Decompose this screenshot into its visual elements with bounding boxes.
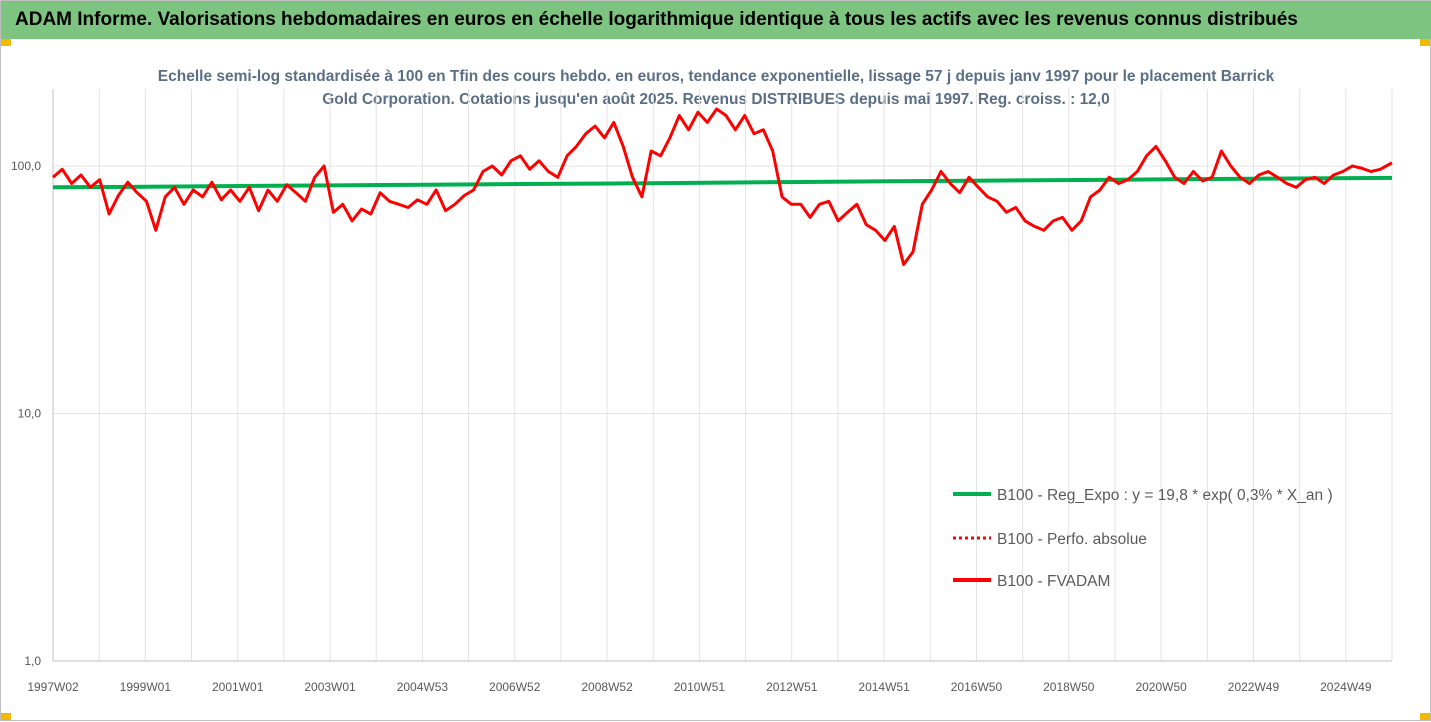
x-tick-label: 2008W52 bbox=[581, 680, 633, 694]
x-tick-label: 2006W52 bbox=[489, 680, 541, 694]
corner-marker bbox=[1, 39, 11, 46]
x-tick-label: 2018W50 bbox=[1043, 680, 1095, 694]
corner-marker bbox=[1, 713, 11, 720]
legend-label: B100 - Perfo. absolue bbox=[997, 531, 1147, 548]
corner-marker bbox=[1420, 713, 1430, 720]
x-tick-label: 2012W51 bbox=[766, 680, 818, 694]
x-tick-label: 2016W50 bbox=[951, 680, 1003, 694]
x-tick-label: 2014W51 bbox=[858, 680, 910, 694]
x-tick-label: 2024W49 bbox=[1320, 680, 1372, 694]
x-tick-label: 2022W49 bbox=[1228, 680, 1280, 694]
chart-title: Echelle semi-log standardisée à 100 en T… bbox=[157, 68, 1275, 108]
x-tick-label: 2010W51 bbox=[674, 680, 726, 694]
x-tick-label: 1999W01 bbox=[120, 680, 172, 694]
series-line-3 bbox=[52, 107, 1393, 266]
x-tick-label: 2001W01 bbox=[212, 680, 264, 694]
y-tick-label: 100,0 bbox=[11, 159, 41, 173]
legend-label: B100 - Reg_Expo : y = 19,8 * exp( 0,3% *… bbox=[997, 487, 1333, 504]
y-tick-label: 1,0 bbox=[24, 654, 41, 668]
report-title-banner: ADAM Informe. Valorisations hebdomadaire… bbox=[1, 1, 1431, 39]
series-layer bbox=[52, 107, 1393, 266]
series-line-1 bbox=[52, 175, 1393, 190]
corner-marker bbox=[1420, 39, 1430, 46]
axes: 1,0 10,0 100,0 1997W02 1999W01 2001W01 2003W01… bbox=[11, 89, 1392, 694]
x-tick-label: 1997W02 bbox=[27, 680, 79, 694]
legend: B100 - Reg_Expo : y = 19,8 * exp( 0,3% *… bbox=[953, 487, 1333, 590]
x-tick-label: 2004W53 bbox=[397, 680, 449, 694]
x-tick-label: 2003W01 bbox=[304, 680, 356, 694]
legend-label: B100 - FVADAM bbox=[997, 573, 1110, 590]
y-tick-label: 10,0 bbox=[18, 407, 42, 421]
x-tick-label: 2020W50 bbox=[1135, 680, 1187, 694]
